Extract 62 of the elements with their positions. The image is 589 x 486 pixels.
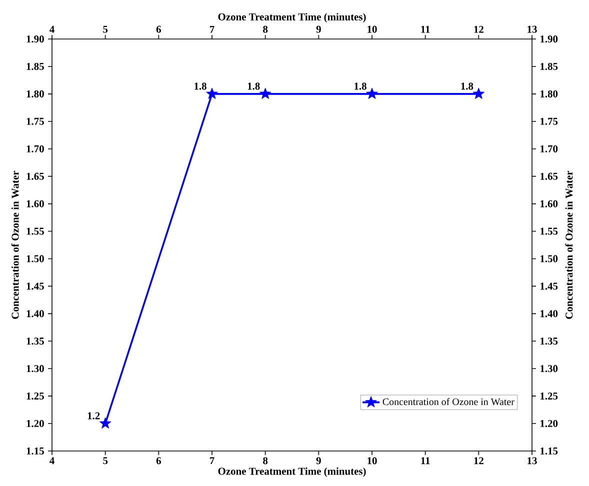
x-tick-label: 4 [50, 457, 54, 464]
x-tick-label: 6 [156, 457, 161, 464]
x-tick-label: 9 [316, 457, 321, 464]
y-tick-label: 1.80 [26, 90, 44, 98]
x-tick-label: 11 [421, 457, 430, 464]
x2-tick-label: 13 [528, 26, 537, 33]
y2-tick-label: 1.70 [540, 145, 558, 152]
x-tick-label: 13 [528, 457, 537, 464]
y2-tick-label: 1.90 [540, 35, 558, 43]
y2-tick-label: 1.85 [540, 62, 558, 70]
y-tick-label: 1.15 [26, 447, 44, 455]
y-axis-title: Concentration of Ozone in Water [11, 170, 19, 319]
y2-tick-label: 1.30 [540, 365, 558, 372]
y-tick-label: 1.85 [26, 62, 44, 70]
x-axis-title: Ozone Treatment Time (minutes) [218, 467, 366, 477]
y-tick-label: 1.75 [26, 118, 44, 125]
x2-tick-label: 12 [474, 26, 484, 33]
y2-axis-title: Concentration of Ozone in Water [565, 170, 573, 319]
x2-tick-label: 11 [421, 26, 430, 33]
data-label: 1.8 [248, 82, 260, 90]
y2-tick-label: 1.45 [540, 282, 558, 290]
x2-tick-label: 9 [316, 26, 321, 33]
y-tick-label: 1.50 [26, 255, 44, 262]
y-tick-label: 1.40 [26, 310, 44, 318]
data-label: 1.8 [461, 82, 474, 90]
x2-tick-label: 6 [156, 26, 161, 33]
x2-tick-label: 8 [263, 26, 268, 33]
data-label: 1.8 [354, 82, 366, 90]
x2-tick-label: 4 [50, 26, 54, 33]
y-tick-label: 1.30 [26, 365, 44, 372]
y2-tick-label: 1.80 [540, 90, 558, 98]
y2-tick-label: 1.40 [540, 310, 558, 318]
y-tick-label: 1.65 [26, 172, 44, 180]
data-label: 1.8 [194, 82, 206, 90]
y2-tick-label: 1.35 [540, 338, 558, 345]
x-tick-label: 12 [474, 457, 484, 464]
y-tick-label: 1.90 [26, 35, 44, 43]
y2-tick-label: 1.15 [540, 447, 558, 455]
y2-tick-label: 1.50 [540, 255, 558, 262]
y2-tick-label: 1.60 [540, 200, 558, 208]
x-tick-label: 5 [103, 457, 108, 464]
x2-tick-label: 5 [103, 26, 108, 33]
x-tick-label: 8 [263, 457, 268, 464]
y-tick-label: 1.70 [26, 145, 44, 152]
y-tick-label: 1.60 [26, 200, 44, 208]
y-tick-label: 1.45 [26, 282, 44, 290]
y-tick-label: 1.20 [26, 420, 44, 428]
y-tick-label: 1.35 [26, 338, 44, 345]
x2-tick-label: 10 [368, 26, 377, 33]
x-tick-label: 7 [210, 457, 214, 464]
y2-tick-label: 1.75 [540, 118, 558, 125]
x2-tick-label: 7 [210, 26, 214, 33]
y2-tick-label: 1.25 [540, 392, 558, 400]
legend-label: Concentration of Ozone in Water [382, 398, 514, 406]
y2-tick-label: 1.65 [540, 172, 558, 180]
y2-tick-label: 1.55 [540, 228, 558, 235]
data-label: 1.2 [88, 412, 100, 420]
x2-axis-title: Ozone Treatment Time (minutes) [218, 13, 366, 23]
y-tick-label: 1.25 [26, 392, 44, 400]
y-tick-label: 1.55 [26, 228, 44, 235]
y2-tick-label: 1.20 [540, 420, 558, 428]
x-tick-label: 10 [368, 457, 377, 464]
